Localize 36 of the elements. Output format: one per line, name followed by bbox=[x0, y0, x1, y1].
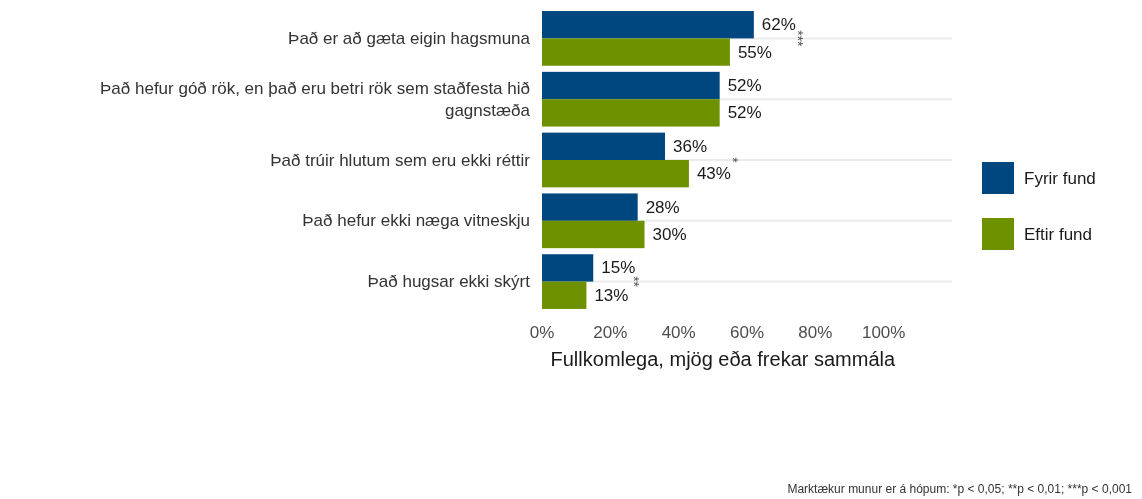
bar bbox=[542, 160, 689, 188]
x-tick-label: 20% bbox=[593, 323, 628, 342]
annotation: ** bbox=[626, 276, 643, 288]
legend-label: Fyrir fund bbox=[1024, 168, 1096, 188]
y-tick-label: Það hefur ekki næga vitneskju bbox=[302, 211, 530, 231]
data-label: 52% bbox=[727, 76, 762, 96]
bar bbox=[542, 220, 645, 249]
data-label: 52% bbox=[727, 103, 762, 123]
x-tick-label: 60% bbox=[729, 323, 765, 342]
data-label: 36% bbox=[673, 136, 708, 156]
data-label: 15% bbox=[601, 258, 636, 278]
y-tick-label: Það er að gæta eigin hagsmuna bbox=[288, 28, 531, 48]
x-tick-label: 40% bbox=[661, 323, 696, 342]
data-label: 30% bbox=[652, 224, 687, 244]
bar bbox=[542, 99, 720, 127]
bar bbox=[542, 71, 720, 100]
data-label: 28% bbox=[645, 197, 680, 217]
data-label: 43% bbox=[696, 164, 731, 184]
data-label: 13% bbox=[594, 285, 629, 305]
bar bbox=[542, 132, 665, 160]
bar bbox=[542, 281, 587, 309]
bar bbox=[542, 11, 754, 39]
y-tick-label: Það trúir hlutum sem eru ekki réttir bbox=[270, 150, 531, 170]
x-tick-label: 80% bbox=[798, 323, 833, 342]
x-axis-title: Fullkomlega, mjög eða frekar sammála bbox=[550, 348, 896, 370]
bar bbox=[542, 193, 638, 221]
x-tick-label: 0% bbox=[529, 323, 555, 342]
text: Marktækur munur er á hópum: *p < 0,05; **p < 0,01; ***p < 0,001 bbox=[787, 482, 1133, 496]
legend-label: Eftir fund bbox=[1024, 224, 1093, 244]
x-tick-label: 100% bbox=[861, 323, 906, 342]
annotation: * bbox=[725, 157, 742, 164]
bar bbox=[542, 254, 594, 282]
y-tick-label: Það hugsar ekki skýrt bbox=[367, 272, 531, 292]
data-label: 55% bbox=[737, 42, 772, 62]
bar bbox=[542, 38, 730, 66]
y-tick-label: Það hefur góð rök, en það eru betri rök sem staðfesta hið gagnstæða bbox=[100, 78, 531, 120]
